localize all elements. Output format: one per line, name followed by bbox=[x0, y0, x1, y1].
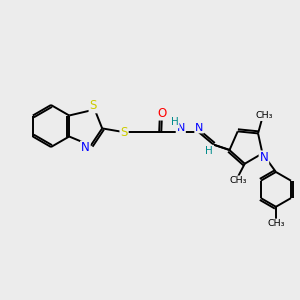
Text: CH₃: CH₃ bbox=[267, 219, 285, 228]
Text: N: N bbox=[177, 122, 185, 133]
Text: CH₃: CH₃ bbox=[255, 111, 273, 120]
Text: CH₃: CH₃ bbox=[230, 176, 247, 185]
Text: N: N bbox=[260, 152, 268, 164]
Text: H: H bbox=[206, 146, 213, 156]
Text: O: O bbox=[157, 106, 167, 120]
Text: H: H bbox=[171, 117, 179, 128]
Text: S: S bbox=[120, 125, 128, 139]
Text: N: N bbox=[195, 122, 204, 133]
Text: S: S bbox=[89, 99, 97, 112]
Text: N: N bbox=[81, 141, 90, 154]
